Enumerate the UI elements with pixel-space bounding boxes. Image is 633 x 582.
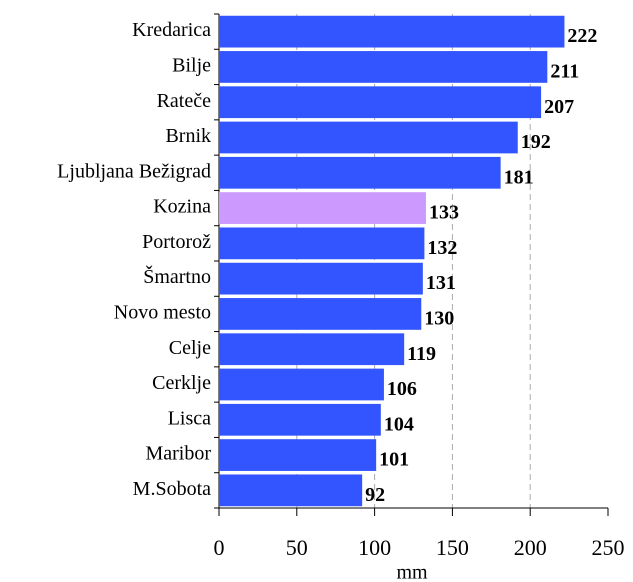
value-label: 132: [427, 237, 457, 259]
value-label: 207: [544, 96, 574, 118]
value-label: 181: [504, 166, 534, 188]
y-tick-label: Rateče: [157, 90, 212, 112]
value-label: 106: [387, 378, 417, 400]
bar: [219, 298, 422, 330]
y-tick-label: Ljubljana Bežigrad: [57, 160, 211, 182]
bar: [219, 51, 548, 83]
bar: [219, 121, 518, 154]
bar: [219, 474, 363, 507]
y-tick-label: Kozina: [153, 196, 211, 218]
y-tick-label: Kredarica: [132, 19, 211, 41]
bar: [219, 192, 426, 224]
bar: [219, 262, 423, 295]
value-label: 119: [407, 343, 436, 365]
bar: [219, 403, 381, 436]
x-tick-label: 200: [514, 535, 547, 560]
bar: [219, 227, 425, 260]
y-tick-label: Šmartno: [143, 264, 211, 288]
y-tick-label: Cerklje: [152, 372, 211, 394]
y-tick-label: Bilje: [172, 55, 211, 77]
bar: [219, 368, 384, 401]
bar: [219, 15, 565, 48]
x-tick-label: 0: [214, 535, 225, 560]
x-tick-label: 50: [286, 535, 308, 560]
bar: [219, 86, 542, 119]
y-tick-label: Brnik: [165, 125, 211, 147]
y-tick-label: M.Sobota: [133, 478, 211, 500]
y-tick-label: Celje: [169, 337, 211, 359]
x-axis-label: mm: [396, 562, 428, 582]
x-tick-label: 250: [592, 535, 625, 560]
value-label: 211: [550, 61, 579, 83]
y-tick-label: Portorož: [142, 231, 211, 253]
value-label: 101: [379, 449, 409, 471]
value-label: 130: [424, 308, 454, 330]
value-label: 192: [521, 131, 551, 153]
bar: [219, 333, 405, 366]
value-label: 133: [429, 202, 459, 224]
value-label: 92: [365, 484, 385, 506]
y-tick-label: Novo mesto: [114, 302, 211, 324]
bar: [219, 156, 501, 189]
value-label: 104: [384, 413, 414, 435]
bar: [219, 439, 377, 471]
y-tick-label: Lisca: [168, 407, 211, 429]
value-label: 222: [567, 25, 597, 47]
value-label: 131: [426, 272, 456, 294]
x-tick-label: 150: [436, 535, 469, 560]
y-tick-label: Maribor: [145, 443, 211, 465]
x-tick-label: 100: [358, 535, 391, 560]
